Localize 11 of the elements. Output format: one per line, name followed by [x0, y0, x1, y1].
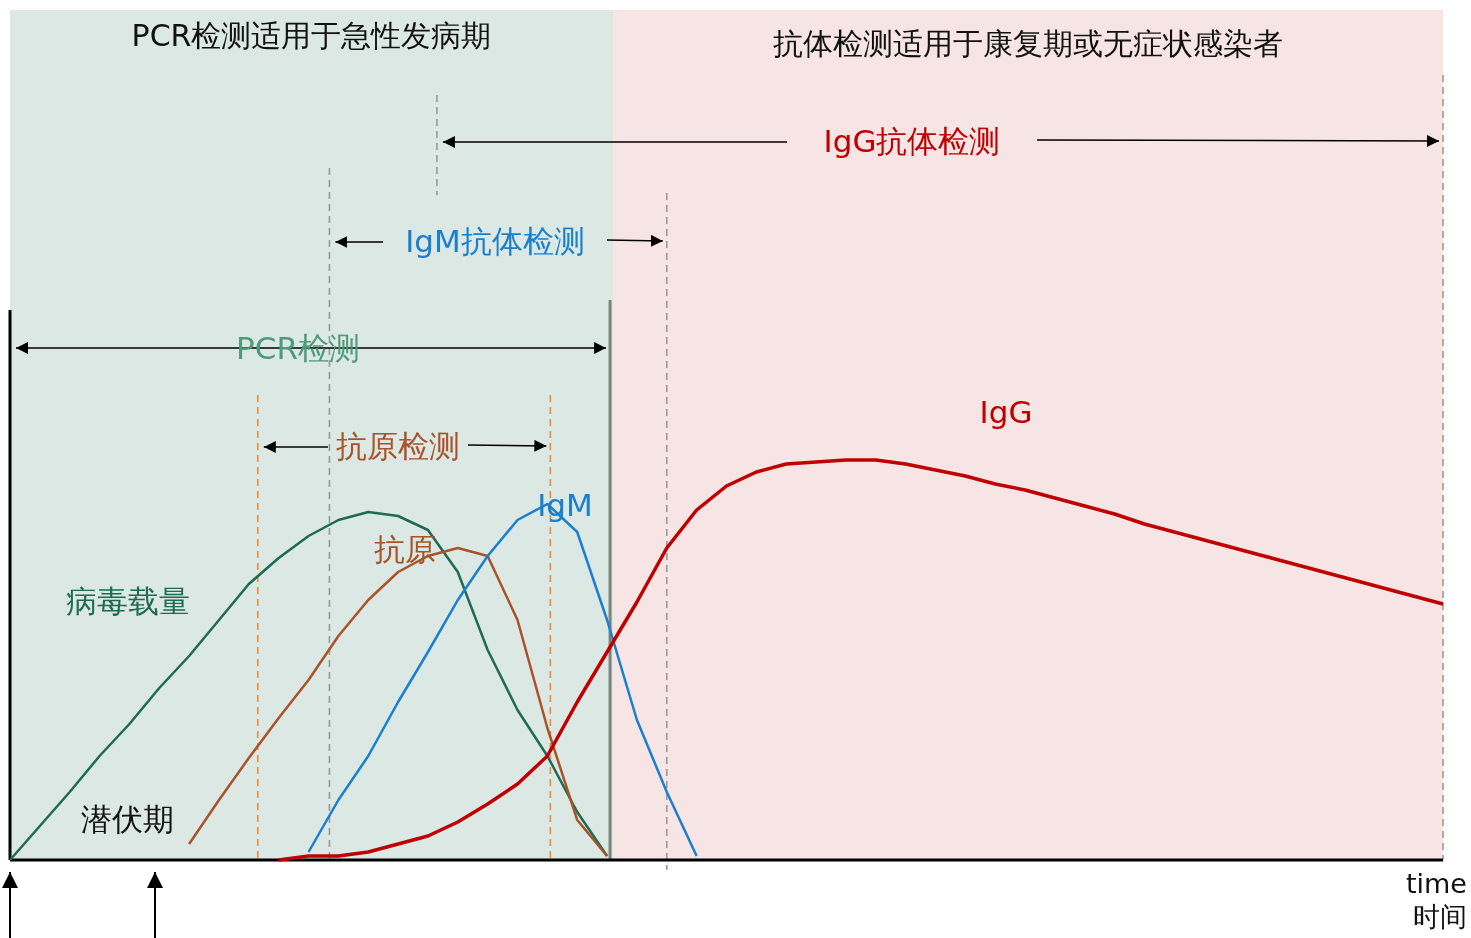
text: IgM抗体检测	[405, 223, 585, 259]
text: 抗体检测适用于康复期或无症状感染者	[773, 26, 1284, 61]
series-label: IgG	[979, 394, 1033, 430]
series-label: IgM	[537, 487, 593, 523]
text: PCR检测适用于急性发病期	[131, 18, 492, 53]
series-label: 抗原	[374, 531, 436, 567]
x-axis-title: time 时间	[1405, 868, 1467, 932]
text: IgG抗体检测	[823, 123, 1001, 159]
annotation: 抗原检测	[336, 428, 460, 464]
series-label: 病毒载量	[66, 583, 190, 619]
annotation: 潜伏期	[80, 801, 174, 837]
